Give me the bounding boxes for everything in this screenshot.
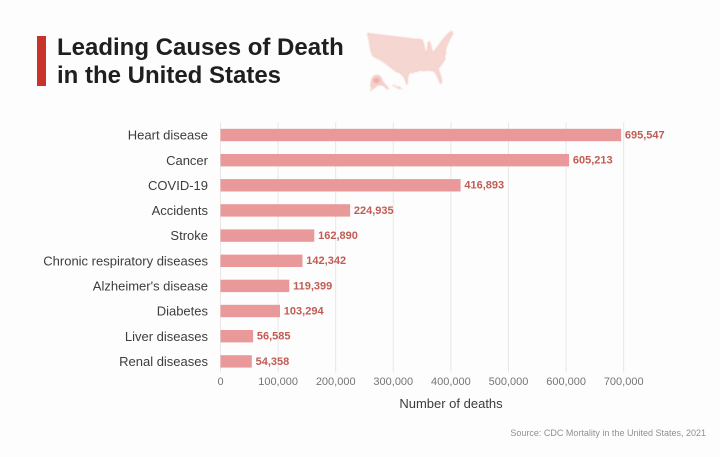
svg-text:Alzheimer's disease: Alzheimer's disease (93, 279, 208, 294)
svg-text:54,358: 54,358 (256, 356, 290, 368)
svg-text:300,000: 300,000 (373, 376, 413, 388)
svg-text:103,294: 103,294 (284, 305, 325, 317)
svg-text:Cancer: Cancer (166, 153, 209, 168)
svg-text:Heart disease: Heart disease (128, 128, 208, 143)
svg-text:0: 0 (217, 376, 223, 388)
svg-text:Liver diseases: Liver diseases (125, 329, 209, 344)
svg-text:Renal diseases: Renal diseases (119, 354, 208, 369)
svg-text:700,000: 700,000 (604, 376, 644, 388)
svg-text:Diabetes: Diabetes (157, 304, 209, 319)
svg-text:Accidents: Accidents (152, 203, 209, 218)
svg-text:Number of deaths: Number of deaths (399, 396, 503, 411)
svg-text:100,000: 100,000 (258, 376, 298, 388)
svg-text:142,342: 142,342 (306, 255, 346, 267)
svg-text:400,000: 400,000 (431, 376, 471, 388)
svg-text:500,000: 500,000 (489, 376, 529, 388)
svg-text:56,585: 56,585 (257, 331, 291, 343)
svg-text:162,890: 162,890 (318, 230, 358, 242)
svg-text:Stroke: Stroke (170, 228, 208, 243)
svg-text:416,893: 416,893 (464, 180, 504, 192)
svg-text:Chronic respiratory diseases: Chronic respiratory diseases (43, 253, 208, 268)
svg-text:119,399: 119,399 (293, 280, 332, 292)
svg-text:224,935: 224,935 (354, 205, 394, 217)
svg-text:695,547: 695,547 (625, 129, 665, 141)
svg-text:605,213: 605,213 (573, 155, 613, 167)
svg-text:600,000: 600,000 (546, 376, 586, 388)
svg-text:COVID-19: COVID-19 (148, 178, 208, 193)
svg-text:200,000: 200,000 (316, 376, 356, 388)
